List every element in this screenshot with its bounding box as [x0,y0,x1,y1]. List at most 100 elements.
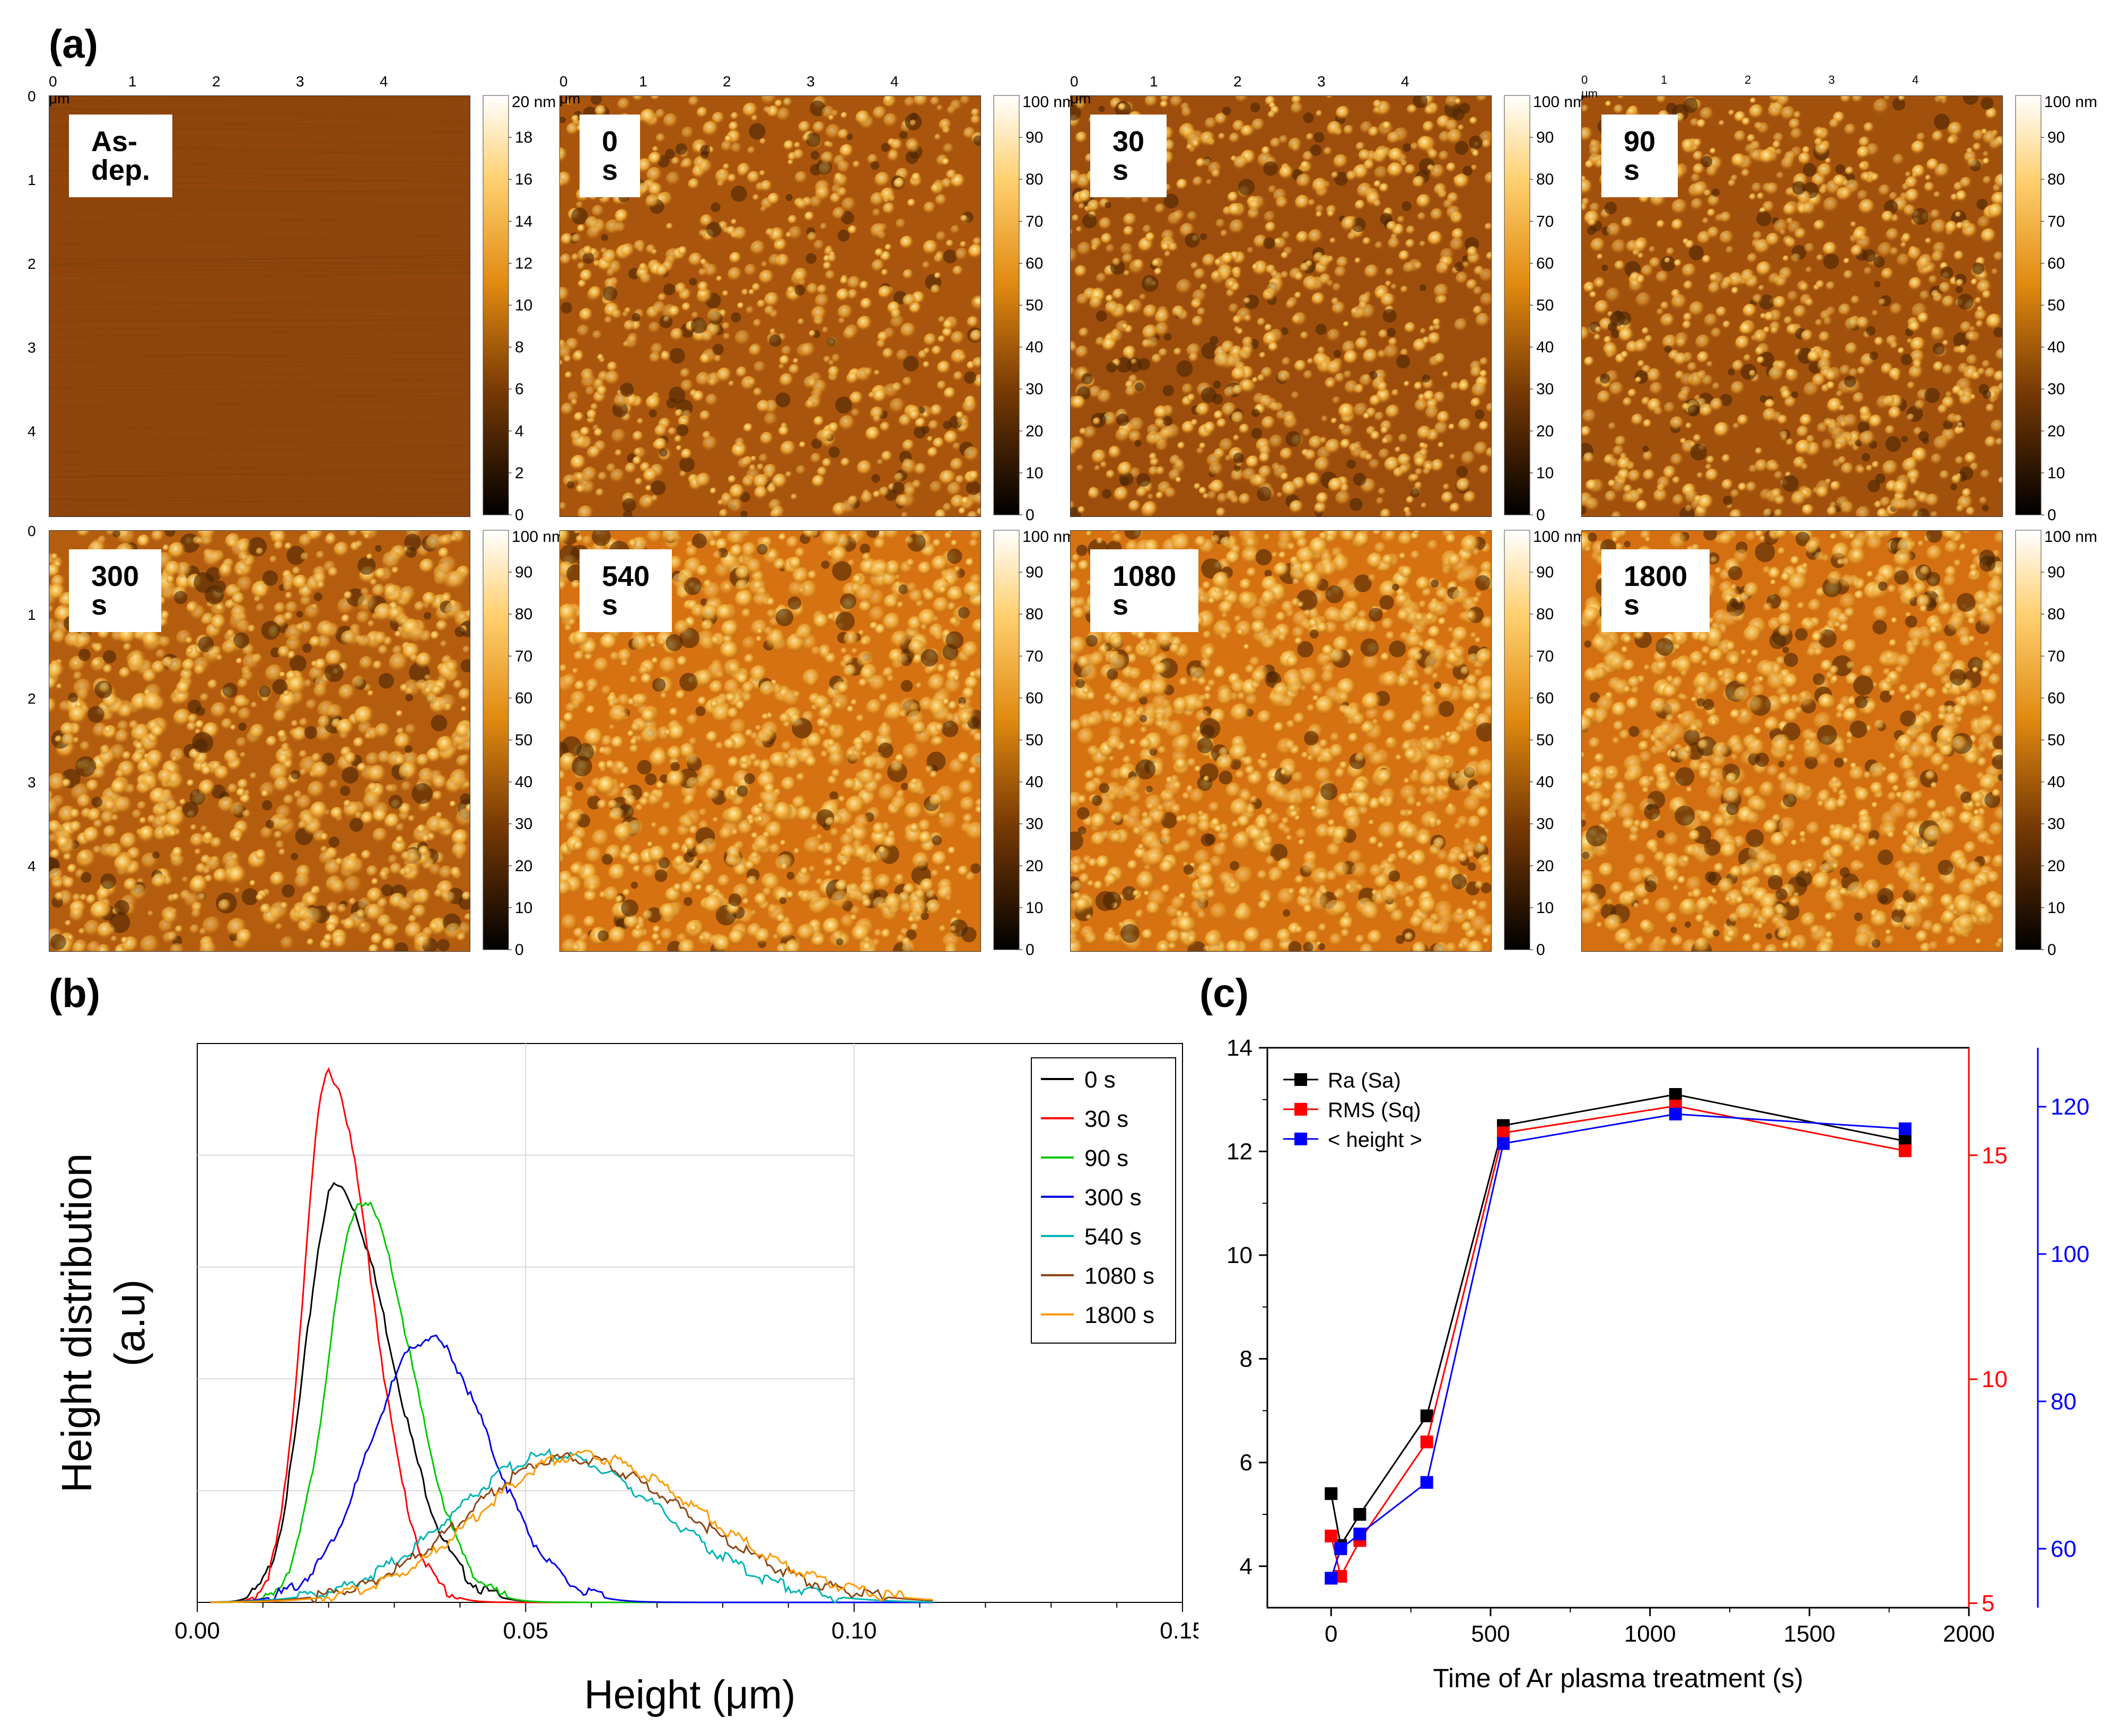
afm-color-scale: 100 nm 0 10 20 30 40 50 60 70 80 90 [1504,93,1586,524]
color-scale-tick: 20 [1026,423,1043,440]
x-tick-label: 2000 [1943,1621,1995,1647]
afm-x-tick: 1 [1661,73,1668,86]
legend-label: 1080 s [1084,1263,1154,1289]
color-scale-tick: 80 [1026,606,1043,623]
color-scale-tick: 90 [515,564,532,581]
legend-label: RMS (Sq) [1328,1099,1421,1122]
afm-sample-label: 1800 s [1601,549,1710,632]
color-scale-tick: 90 [1026,129,1043,146]
afm-y-tick: 4 [28,858,36,874]
color-scale-tick: 30 [1026,816,1043,833]
roughness-vs-time-chart: 0 500 1000 1500 2000 4 6 8 10 12 14 5 10 15 60 80 100 120… [1227,1035,2089,1693]
afm-sample-label: 540 s [580,549,672,632]
afm-x-tick: 4 [1401,73,1409,90]
color-scale-tick: 0 [1026,506,1035,524]
data-point [1325,1487,1338,1500]
x-tick-label: 0 [1325,1621,1337,1647]
data-point [1334,1542,1347,1555]
plot-area [197,1043,1183,1603]
color-scale-tick: 0 [1536,506,1545,524]
afm-sample-label: 30 s [1090,115,1167,197]
y-tick-label: 12 [1227,1139,1252,1165]
y-axis-label: Height distribution (a.u) [53,1153,153,1493]
color-scale-tick: 50 [2047,732,2065,749]
color-scale-tick: 10 [1026,464,1043,482]
y3-tick-label: 120 [2051,1094,2089,1120]
x-tick-label: 0.10 [831,1618,877,1644]
color-scale-tick: 60 [2047,255,2065,272]
afm-x-tick: 0 μm [1070,73,1091,107]
afm-x-tick: 2 [212,73,221,90]
color-scale-tick: 90 [2047,564,2065,581]
color-scale-unit: 100 nm [512,528,565,546]
y3-tick-label: 80 [2051,1389,2077,1415]
color-scale-tick: 12 [515,255,532,272]
color-scale-tick: 40 [515,774,532,791]
afm-color-scale: 100 nm 0 10 20 30 40 50 60 70 80 90 [483,528,565,959]
afm-x-tick: 0 μm [559,73,581,107]
color-scale-tick: 50 [1026,297,1043,314]
color-scale-bar [1504,95,1530,515]
afm-x-tick: 3 [296,73,304,90]
color-scale-tick: 70 [1536,647,1554,665]
afm-x-tick: 4 [890,73,899,90]
x-tick-label: 0.05 [503,1618,549,1644]
series-line-1800s [210,1450,933,1603]
afm-sample-label: As-dep. [69,115,173,197]
color-scale-tick: 16 [515,171,532,188]
color-scale-tick: 0 [2047,506,2056,524]
afm-x-tick: 3 [1828,73,1835,86]
afm-image [1070,530,1492,952]
color-scale-unit: 100 nm [1533,528,1586,546]
y3-tick-label: 60 [2051,1536,2077,1562]
data-point [1420,1435,1433,1449]
afm-sample-label: 1080 s [1090,549,1199,632]
color-scale-tick: 30 [2047,381,2065,398]
color-scale-unit: 20 nm [512,93,556,111]
legend-label: 90 s [1084,1145,1128,1171]
y-tick-label: 8 [1240,1346,1252,1372]
color-scale-tick: 10 [1536,899,1554,917]
color-scale-tick: 90 [1536,564,1554,581]
color-scale-unit: 100 nm [1533,93,1586,111]
color-scale-tick: 70 [1026,647,1043,665]
color-scale-tick: 0 [2047,941,2056,959]
data-point [1353,1528,1367,1541]
color-scale-bar [483,95,509,515]
afm-sample-label: 0 s [580,115,641,197]
color-scale-tick: 20 [2047,423,2065,440]
data-point [1420,1409,1433,1423]
afm-image [559,95,981,517]
color-scale-tick: 20 [1026,857,1043,875]
color-scale-tick: 10 [1536,464,1554,482]
afm-color-scale: 100 nm 0 10 20 30 40 50 60 70 80 90 [1504,528,1586,959]
afm-y-tick: 4 [28,423,36,440]
color-scale-tick: 60 [1026,689,1043,707]
x-tick-label: 0.00 [174,1618,220,1644]
afm-color-scale: 100 nm 0 10 20 30 40 50 60 70 80 90 [993,528,1075,959]
color-scale-tick: 70 [2047,213,2065,230]
color-scale-tick: 30 [2047,816,2065,833]
afm-x-tick: 0 μm [1581,73,1598,100]
legend-label: 1800 s [1084,1302,1154,1328]
color-scale-tick: 80 [2047,171,2065,188]
color-scale-tick: 20 [1536,857,1554,875]
color-scale-tick: 50 [2047,297,2065,314]
afm-grains [1070,530,1492,952]
color-scale-tick: 60 [1536,255,1554,272]
y-axis-label-line2: (a.u) [106,1279,153,1367]
color-scale-bar [483,530,509,950]
color-scale-unit: 100 nm [1022,93,1075,111]
afm-x-tick: 2 [1745,73,1751,86]
color-scale-bar [2015,530,2042,950]
color-scale-unit: 100 nm [1022,528,1075,546]
y2-tick-label: 5 [1982,1591,1994,1617]
afm-color-scale: 100 nm 0 10 20 30 40 50 60 70 80 90 [2015,93,2097,524]
color-scale-tick: 30 [1536,381,1554,398]
color-scale-tick: 0 [1026,941,1035,959]
afm-color-scale: 100 nm 0 10 20 30 40 50 60 70 80 90 [993,93,1075,524]
x-tick-label: 500 [1471,1621,1510,1647]
afm-x-tick: 2 [1233,73,1242,90]
legend-marker [1294,1103,1307,1116]
color-scale-tick: 50 [1536,297,1554,314]
